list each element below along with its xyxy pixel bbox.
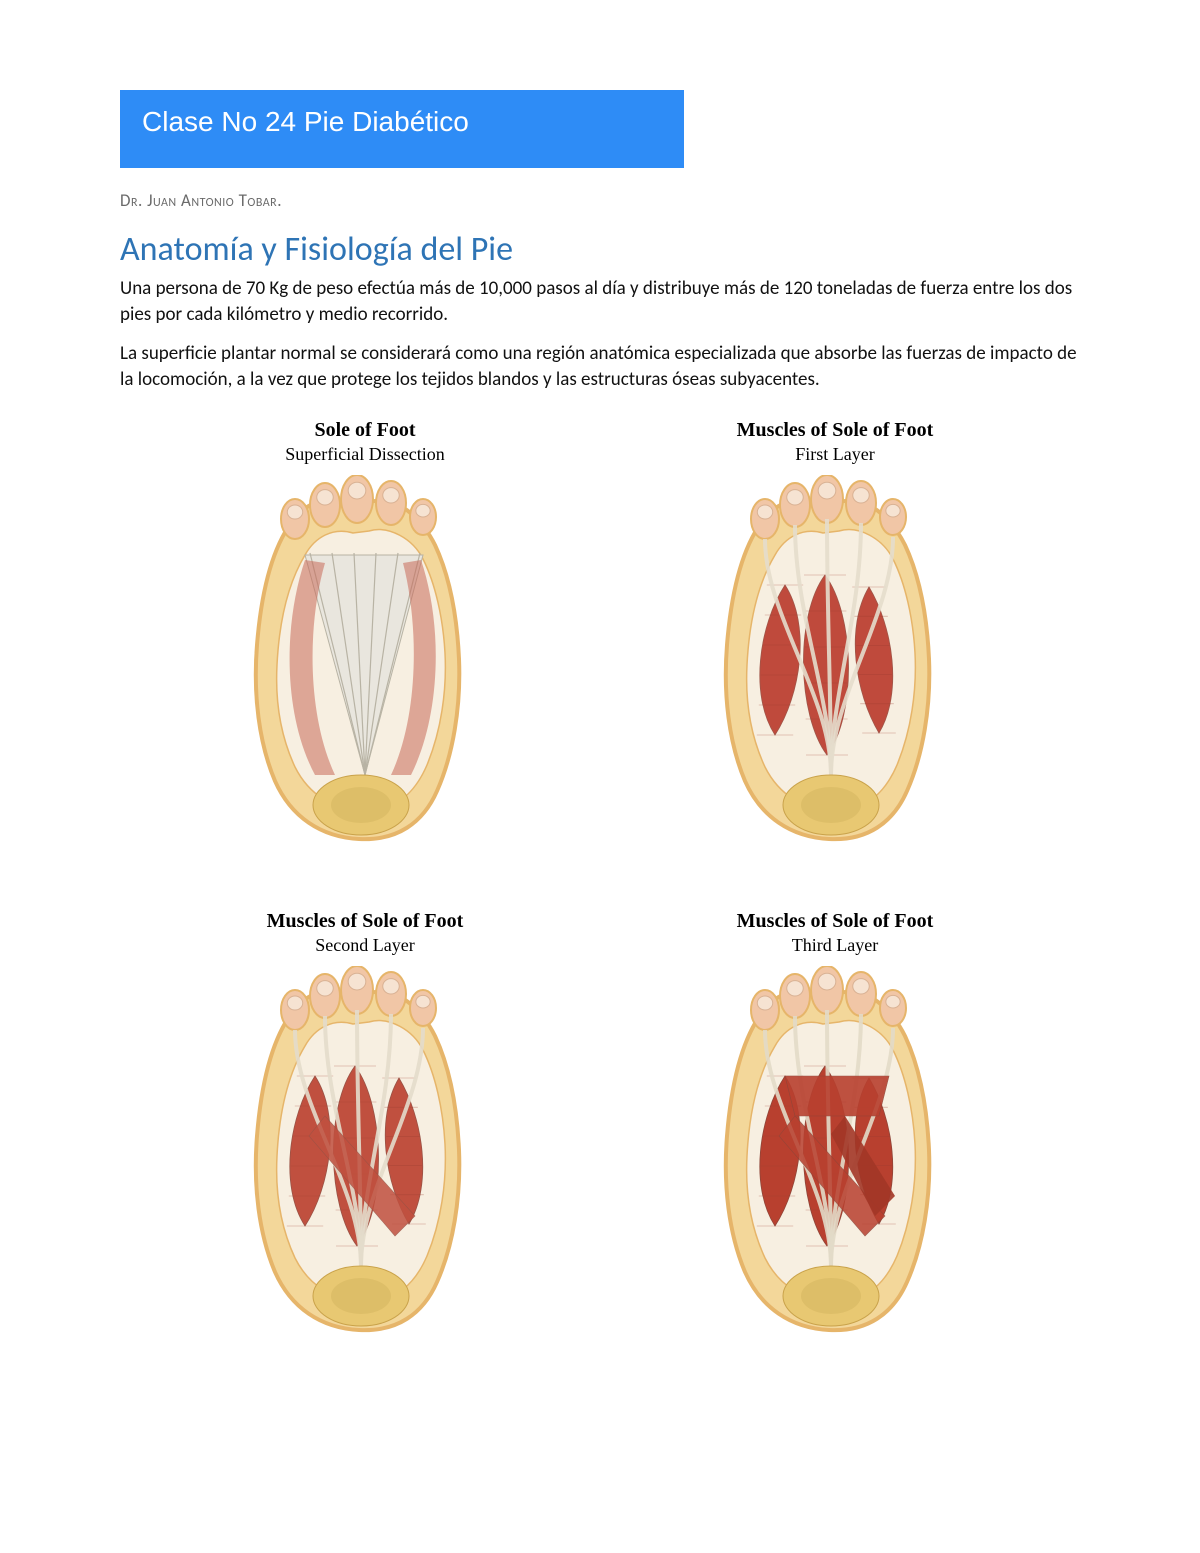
title-bar: Clase No 24 Pie Diabético (120, 90, 684, 168)
figure-title: Muscles of Sole of Foot (630, 910, 1040, 933)
author-line: Dr. Juan Antonio Tobar. (120, 190, 1080, 211)
foot-illustration (705, 966, 965, 1346)
figure-grid: Sole of Foot Superficial Dissection Musc… (120, 419, 1080, 1351)
title-text: Clase No 24 Pie Diabético (142, 106, 469, 137)
figure-subtitle: Third Layer (630, 935, 1040, 956)
author-text: Dr. Juan Antonio Tobar. (120, 190, 282, 211)
figure: Muscles of Sole of Foot Second Layer (160, 910, 570, 1351)
document-page: Clase No 24 Pie Diabético Dr. Juan Anton… (0, 0, 1200, 1411)
figure: Muscles of Sole of Foot First Layer (630, 419, 1040, 860)
figure: Muscles of Sole of Foot Third Layer (630, 910, 1040, 1351)
figure-subtitle: Second Layer (160, 935, 570, 956)
figure-subtitle: Superficial Dissection (160, 444, 570, 465)
figure-title: Muscles of Sole of Foot (630, 419, 1040, 442)
foot-illustration (235, 475, 495, 855)
body-paragraph-1: Una persona de 70 Kg de peso efectúa más… (120, 276, 1080, 327)
body-paragraph-2: La superficie plantar normal se consider… (120, 341, 1080, 392)
figure-subtitle: First Layer (630, 444, 1040, 465)
figure-title: Sole of Foot (160, 419, 570, 442)
foot-illustration (705, 475, 965, 855)
figure: Sole of Foot Superficial Dissection (160, 419, 570, 860)
foot-illustration (235, 966, 495, 1346)
section-heading: Anatomía y Fisiología del Pie (120, 229, 1080, 270)
figure-title: Muscles of Sole of Foot (160, 910, 570, 933)
